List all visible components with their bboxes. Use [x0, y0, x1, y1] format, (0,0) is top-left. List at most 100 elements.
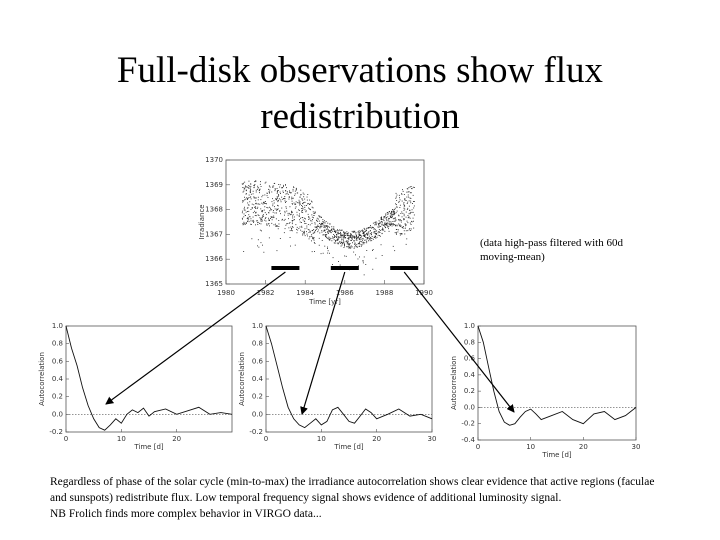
irradiance-point [382, 224, 384, 226]
irradiance-point [395, 224, 396, 226]
irradiance-point [403, 215, 405, 217]
irradiance-point [329, 237, 331, 239]
irradiance-point [252, 216, 254, 218]
irradiance-point [281, 196, 283, 198]
irradiance-point [272, 217, 274, 219]
irradiance-point [374, 229, 376, 231]
irradiance-point [288, 196, 290, 198]
irradiance-point [373, 236, 375, 238]
irradiance-point [294, 194, 296, 196]
irradiance-point [269, 225, 270, 227]
irradiance-point [278, 226, 280, 227]
irradiance-point [367, 227, 369, 229]
irradiance-point [344, 231, 346, 233]
irradiance-point [288, 218, 289, 220]
irradiance-point [346, 240, 348, 242]
irradiance-point [413, 207, 415, 209]
irradiance-point [360, 239, 362, 240]
irradiance-point [358, 242, 360, 243]
irradiance-point [348, 236, 350, 238]
irradiance-point [259, 189, 261, 191]
irradiance-point [300, 194, 302, 196]
irradiance-point [399, 204, 401, 206]
irradiance-point [361, 230, 363, 232]
irradiance-point [354, 236, 356, 238]
irradiance-point [292, 226, 293, 228]
irradiance-point [341, 229, 342, 231]
irradiance-point [315, 230, 316, 231]
irradiance-point [340, 233, 342, 235]
irradiance-point [338, 237, 340, 239]
irradiance-point [266, 203, 267, 205]
irradiance-point [369, 237, 371, 239]
irradiance-point [337, 237, 339, 239]
irradiance-y-tick-label: 1365 [205, 280, 223, 288]
irradiance-point [410, 202, 412, 204]
irradiance-point [342, 242, 343, 244]
autocorrelation-y-tick-label: -0.4 [461, 436, 475, 444]
irradiance-point [243, 223, 245, 225]
autocorrelation-y-tick-label: 0.6 [52, 357, 64, 365]
irradiance-point [333, 242, 335, 244]
irradiance-point [351, 246, 353, 248]
irradiance-point [326, 234, 328, 236]
irradiance-point [355, 246, 357, 247]
irradiance-point [394, 209, 396, 210]
autocorrelation-x-tick-label: 20 [579, 443, 588, 451]
autocorrelation-y-tick-label: 0.0 [52, 410, 63, 418]
irradiance-point [342, 234, 344, 236]
irradiance-point [291, 220, 293, 221]
irradiance-point [364, 242, 366, 244]
irradiance-point [243, 188, 245, 190]
irradiance-point [255, 197, 257, 199]
irradiance-point [403, 202, 405, 204]
irradiance-point [292, 190, 294, 192]
irradiance-point [295, 201, 297, 203]
irradiance-point [335, 236, 337, 238]
irradiance-point [348, 238, 350, 240]
irradiance-point [392, 218, 394, 220]
irradiance-point [356, 244, 358, 246]
irradiance-point [300, 229, 302, 231]
irradiance-point [258, 246, 260, 248]
irradiance-point [385, 223, 387, 225]
irradiance-point [294, 244, 296, 246]
irradiance-point [329, 239, 331, 240]
irradiance-point [326, 237, 327, 239]
irradiance-point [365, 239, 367, 241]
irradiance-point [262, 244, 263, 246]
irradiance-point [336, 237, 337, 238]
irradiance-point [398, 219, 400, 221]
irradiance-point [260, 242, 262, 244]
irradiance-point [349, 246, 351, 248]
irradiance-point [381, 229, 383, 231]
irradiance-point [394, 218, 396, 220]
irradiance-point [242, 191, 244, 193]
irradiance-point [261, 217, 263, 219]
irradiance-point [253, 185, 255, 186]
irradiance-point [284, 228, 286, 230]
irradiance-point [304, 228, 306, 230]
irradiance-point [327, 222, 329, 224]
irradiance-point [337, 232, 339, 233]
irradiance-point [370, 233, 372, 235]
irradiance-point [268, 188, 269, 190]
irradiance-point [355, 244, 357, 246]
irradiance-point [245, 190, 247, 192]
irradiance-point [357, 231, 359, 233]
irradiance-point [351, 230, 353, 232]
irradiance-point [255, 189, 257, 191]
irradiance-point [344, 236, 345, 237]
irradiance-point [311, 216, 313, 218]
irradiance-point [390, 223, 392, 225]
irradiance-point [271, 222, 273, 224]
irradiance-point [266, 192, 268, 194]
irradiance-point [353, 231, 354, 233]
irradiance-point [263, 202, 265, 204]
irradiance-point [410, 224, 412, 225]
irradiance-point [408, 216, 410, 218]
irradiance-point [242, 223, 244, 224]
irradiance-point [345, 255, 347, 257]
irradiance-point [306, 227, 308, 229]
irradiance-point [269, 192, 270, 194]
